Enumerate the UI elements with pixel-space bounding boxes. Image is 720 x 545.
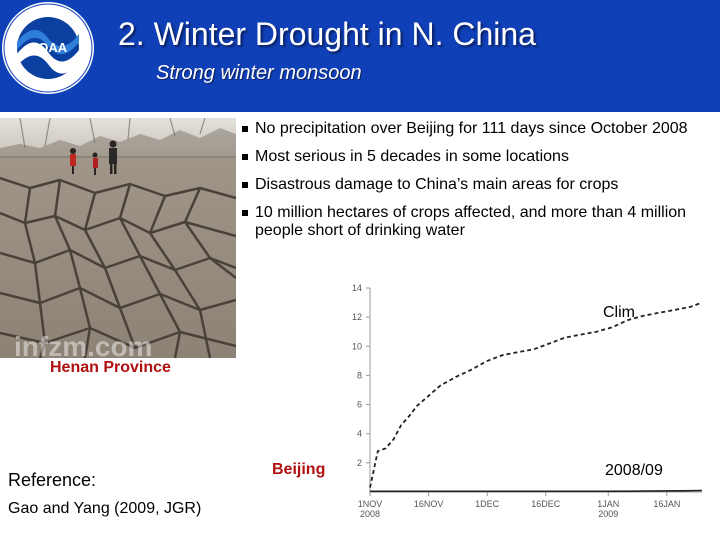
series-line-2008-09 bbox=[370, 489, 703, 493]
x-tick-label: 16DEC bbox=[531, 499, 561, 509]
x-tick-label: 16NOV bbox=[414, 499, 444, 509]
y-tick-label: 4 bbox=[357, 429, 362, 439]
x-tick-label: 1NOV bbox=[358, 499, 383, 509]
bullet-list: No precipitation over Beijing for 111 da… bbox=[240, 120, 710, 250]
noaa-logo: NOAA bbox=[2, 2, 94, 94]
y-tick-label: 6 bbox=[357, 400, 362, 410]
people-figures bbox=[70, 140, 117, 175]
series-line-clim bbox=[369, 301, 703, 488]
slide-header: NOAA 2. Winter Drought in N. China Stron… bbox=[0, 0, 720, 112]
station-label: Beijing bbox=[272, 461, 326, 478]
bullet-item: Disastrous damage to China’s main areas … bbox=[240, 176, 710, 194]
bullet-item: 10 million hectares of crops affected, a… bbox=[240, 204, 710, 240]
y-tick-label: 12 bbox=[352, 312, 362, 322]
x-tick-year-label: 2008 bbox=[360, 509, 380, 519]
drought-photo: infzm.com bbox=[0, 118, 236, 358]
bullet-item: No precipitation over Beijing for 111 da… bbox=[240, 120, 710, 138]
bullet-item: Most serious in 5 decades in some locati… bbox=[240, 148, 710, 166]
slide-title: 2. Winter Drought in N. China bbox=[118, 16, 536, 52]
photo-caption: Henan Province bbox=[50, 359, 171, 376]
y-tick-label: 10 bbox=[352, 341, 362, 351]
precipitation-chart: 2 4 6 8 10 12 14 1NOV 2008 16NOV 1DEC 16DEC 1JAN 2009… bbox=[330, 280, 715, 540]
x-tick-year-label: 2009 bbox=[598, 509, 618, 519]
legend-clim: Clim bbox=[603, 304, 635, 321]
y-tick-label: 8 bbox=[357, 370, 362, 380]
x-tick-label: 1DEC bbox=[475, 499, 500, 509]
noaa-emblem-icon: NOAA bbox=[3, 3, 93, 93]
slide-subtitle: Strong winter monsoon bbox=[156, 62, 362, 84]
noaa-logo-text: NOAA bbox=[29, 40, 68, 55]
photo-watermark: infzm.com bbox=[14, 331, 152, 358]
x-tick-label: 16JAN bbox=[653, 499, 680, 509]
legend-2008-09: 2008/09 bbox=[605, 462, 663, 479]
reference-text: Gao and Yang (2009, JGR) bbox=[8, 500, 202, 517]
y-tick-label: 14 bbox=[352, 283, 362, 293]
y-tick-label: 2 bbox=[357, 458, 362, 468]
x-tick-label: 1JAN bbox=[597, 499, 619, 509]
cracked-earth-image: infzm.com bbox=[0, 118, 236, 358]
reference-heading: Reference: bbox=[8, 470, 97, 490]
